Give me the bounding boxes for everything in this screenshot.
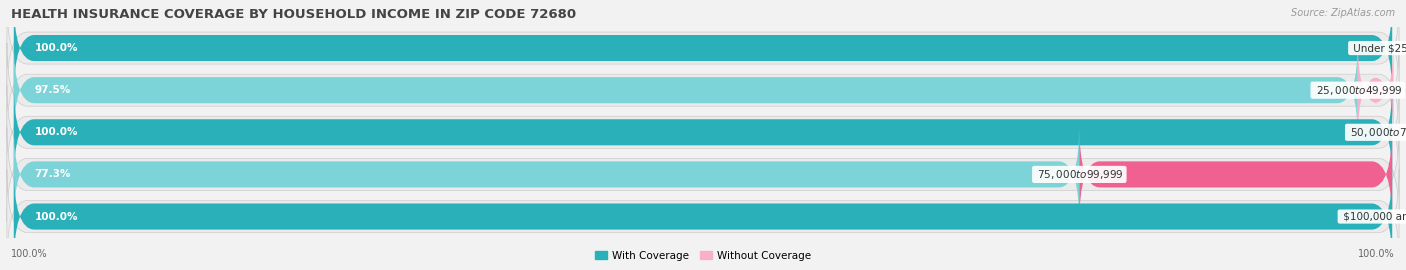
- Text: $50,000 to $74,999: $50,000 to $74,999: [1347, 126, 1406, 139]
- FancyBboxPatch shape: [7, 1, 1399, 95]
- Text: 97.5%: 97.5%: [35, 85, 70, 95]
- FancyBboxPatch shape: [14, 0, 1392, 98]
- Text: 100.0%: 100.0%: [35, 127, 77, 137]
- Text: $25,000 to $49,999: $25,000 to $49,999: [1313, 84, 1403, 97]
- FancyBboxPatch shape: [7, 85, 1399, 180]
- Legend: With Coverage, Without Coverage: With Coverage, Without Coverage: [591, 247, 815, 265]
- Text: 100.0%: 100.0%: [35, 211, 77, 222]
- Text: 100.0%: 100.0%: [11, 249, 48, 259]
- Text: 100.0%: 100.0%: [35, 43, 77, 53]
- Text: HEALTH INSURANCE COVERAGE BY HOUSEHOLD INCOME IN ZIP CODE 72680: HEALTH INSURANCE COVERAGE BY HOUSEHOLD I…: [11, 8, 576, 21]
- Text: $100,000 and over: $100,000 and over: [1340, 211, 1406, 222]
- Text: Source: ZipAtlas.com: Source: ZipAtlas.com: [1291, 8, 1395, 18]
- FancyBboxPatch shape: [14, 40, 1358, 140]
- FancyBboxPatch shape: [1358, 40, 1393, 140]
- FancyBboxPatch shape: [14, 82, 1392, 183]
- FancyBboxPatch shape: [14, 124, 1080, 225]
- Text: $75,000 to $99,999: $75,000 to $99,999: [1035, 168, 1125, 181]
- Text: Under $25,000: Under $25,000: [1350, 43, 1406, 53]
- Text: 77.3%: 77.3%: [35, 169, 70, 180]
- FancyBboxPatch shape: [7, 43, 1399, 137]
- FancyBboxPatch shape: [1080, 124, 1392, 225]
- FancyBboxPatch shape: [7, 127, 1399, 222]
- FancyBboxPatch shape: [7, 169, 1399, 264]
- FancyBboxPatch shape: [14, 166, 1392, 267]
- Text: 100.0%: 100.0%: [1358, 249, 1395, 259]
